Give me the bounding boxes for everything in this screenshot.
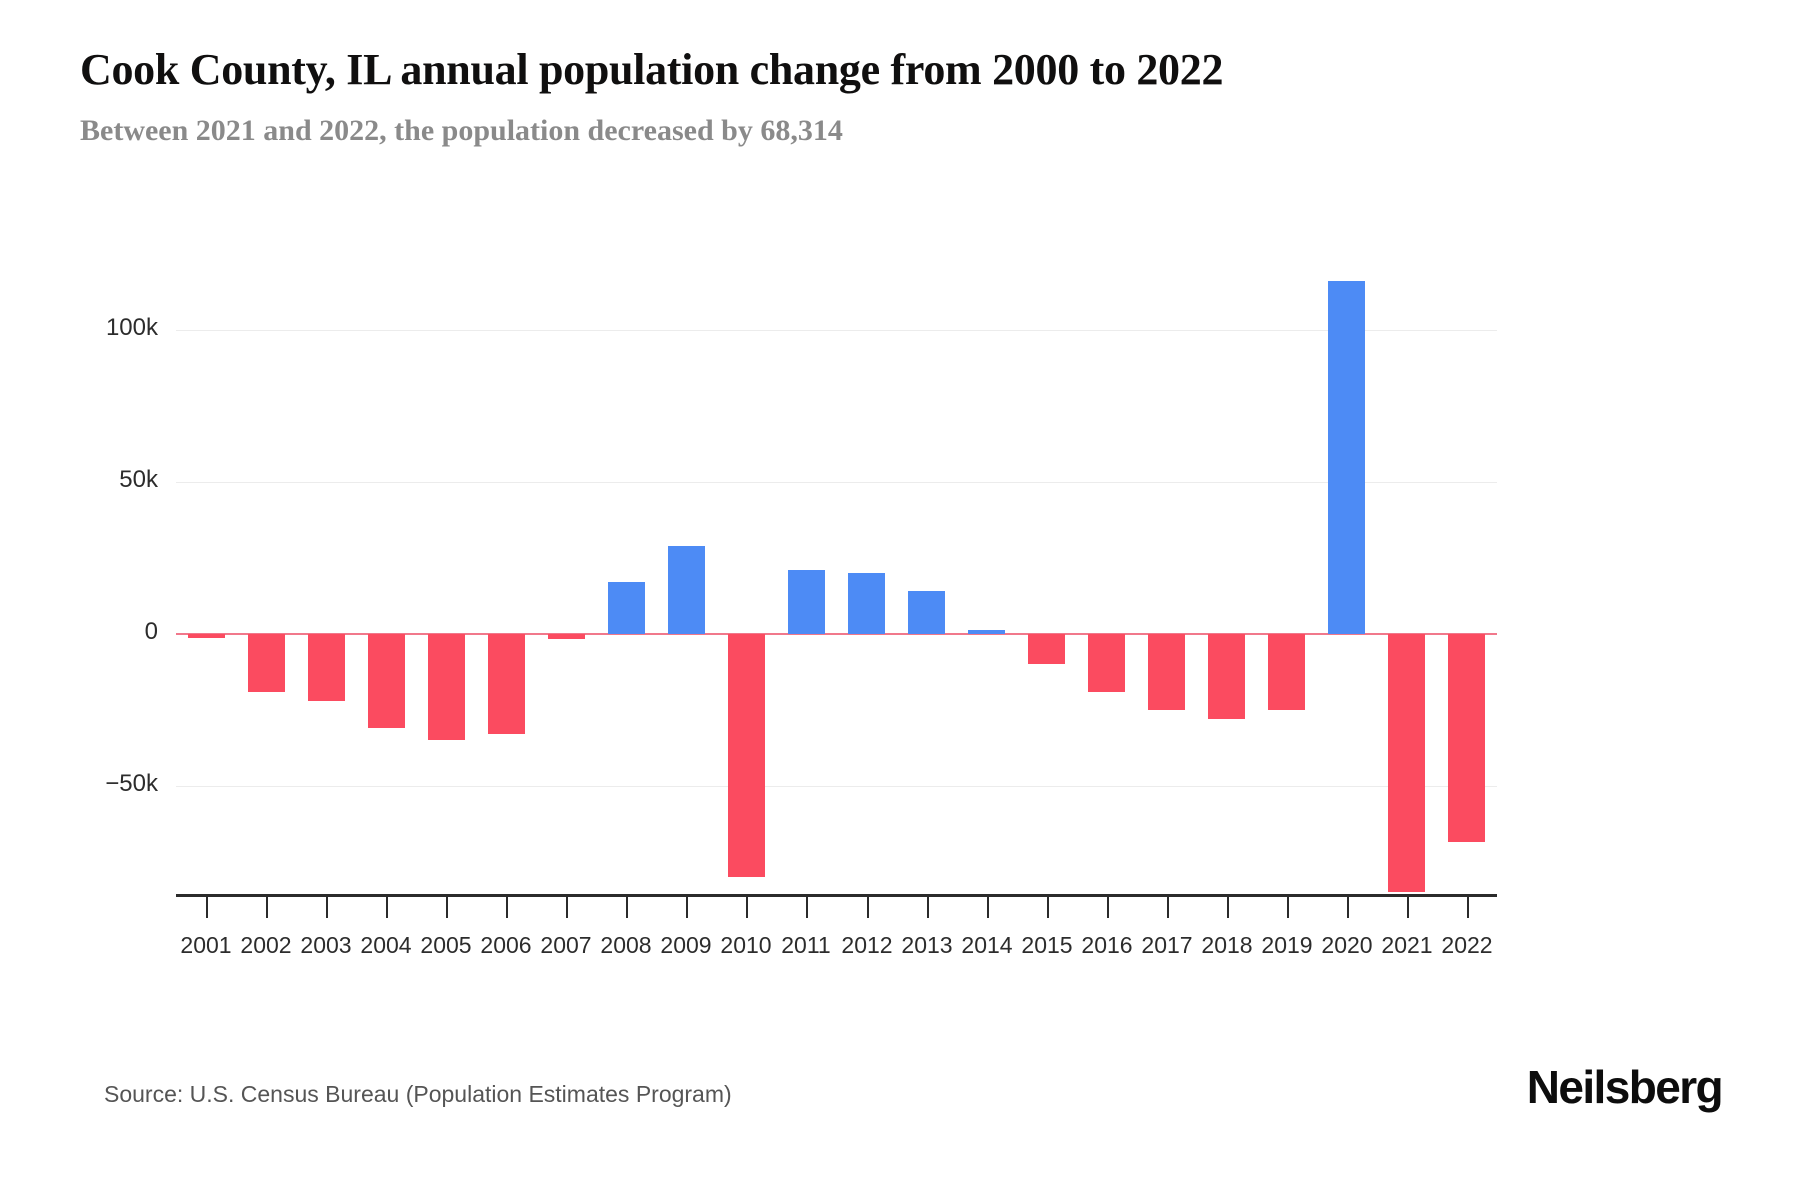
x-axis-label-2015: 2015 [1021,932,1073,958]
y-axis-tick-label: 100k [105,314,158,341]
x-axis-label-2004: 2004 [360,932,412,958]
x-axis-tick [206,894,208,918]
page-title: Cook County, IL annual population change… [80,45,1224,94]
bar-2008[interactable] [608,582,645,634]
x-axis-tick [1047,894,1049,918]
chart-subtitle: Between 2021 and 2022, the population de… [80,114,843,147]
x-axis-tick [1227,894,1229,918]
x-axis-tick [566,894,568,918]
x-axis-label-2017: 2017 [1141,932,1193,958]
bar-2003[interactable] [308,634,345,701]
brand-logo: Neilsberg [1526,1061,1724,1113]
bar-2005[interactable] [428,634,465,740]
gridline [176,786,1497,787]
x-axis-label-2006: 2006 [480,932,532,958]
bar-2002[interactable] [248,634,285,692]
bar-2011[interactable] [788,570,825,634]
gridline [176,330,1497,331]
x-axis-label-2016: 2016 [1081,932,1133,958]
x-axis-tick [266,894,268,918]
x-axis-line [176,894,1497,897]
bar-2020[interactable] [1328,281,1365,634]
gridline [176,482,1497,483]
bar-2001[interactable] [188,634,225,638]
x-axis-label-2022: 2022 [1441,932,1493,958]
x-axis-label-2007: 2007 [540,932,592,958]
x-axis-tick [326,894,328,918]
x-axis-tick [867,894,869,918]
x-axis-label-2003: 2003 [300,932,352,958]
x-axis-label-2011: 2011 [781,932,831,958]
x-axis-tick [686,894,688,918]
x-axis-tick [806,894,808,918]
x-axis-tick [626,894,628,918]
x-axis-tick [987,894,989,918]
bar-2014[interactable] [968,630,1005,634]
bar-2006[interactable] [488,634,525,734]
bar-2018[interactable] [1208,634,1245,719]
x-axis-tick [1467,894,1469,918]
x-axis-tick [746,894,748,918]
bar-2013[interactable] [908,591,945,634]
x-axis-label-2008: 2008 [600,932,652,958]
x-axis-label-2001: 2001 [180,932,232,958]
chart-header: Cook County, IL annual population change… [80,44,1720,150]
bar-2007[interactable] [548,634,585,639]
bar-2004[interactable] [368,634,405,728]
x-axis-tick [446,894,448,918]
source-note: Source: U.S. Census Bureau (Population E… [104,1081,732,1107]
zero-line [176,633,1497,635]
bar-2022[interactable] [1448,634,1485,842]
x-axis-tick [1347,894,1349,918]
bar-2012[interactable] [848,573,885,634]
x-axis-label-2013: 2013 [901,932,953,958]
x-axis-tick [1167,894,1169,918]
bar-2016[interactable] [1088,634,1125,692]
bar-2015[interactable] [1028,634,1065,664]
x-axis-tick [506,894,508,918]
y-axis-tick-label: −50k [105,770,158,797]
x-axis-label-2018: 2018 [1201,932,1253,958]
y-axis-tick-label: 50k [119,466,158,493]
bar-2021[interactable] [1388,634,1425,892]
bar-2017[interactable] [1148,634,1185,710]
y-axis-tick-label: 0 [144,618,158,645]
x-axis-tick [927,894,929,918]
bar-2010[interactable] [728,634,765,877]
bar-2019[interactable] [1268,634,1305,710]
x-axis-tick [386,894,388,918]
x-axis-label-2002: 2002 [240,932,292,958]
x-axis-label-2020: 2020 [1321,932,1373,958]
x-axis-label-2010: 2010 [720,932,772,958]
x-axis-tick [1287,894,1289,918]
x-axis-tick [1407,894,1409,918]
x-axis-label-2019: 2019 [1261,932,1313,958]
x-axis-label-2009: 2009 [660,932,712,958]
x-axis-label-2021: 2021 [1381,932,1433,958]
x-axis-label-2014: 2014 [961,932,1013,958]
x-axis-tick [1107,894,1109,918]
x-axis-label-2005: 2005 [420,932,472,958]
bar-2009[interactable] [668,546,705,634]
x-axis-label-2012: 2012 [841,932,893,958]
